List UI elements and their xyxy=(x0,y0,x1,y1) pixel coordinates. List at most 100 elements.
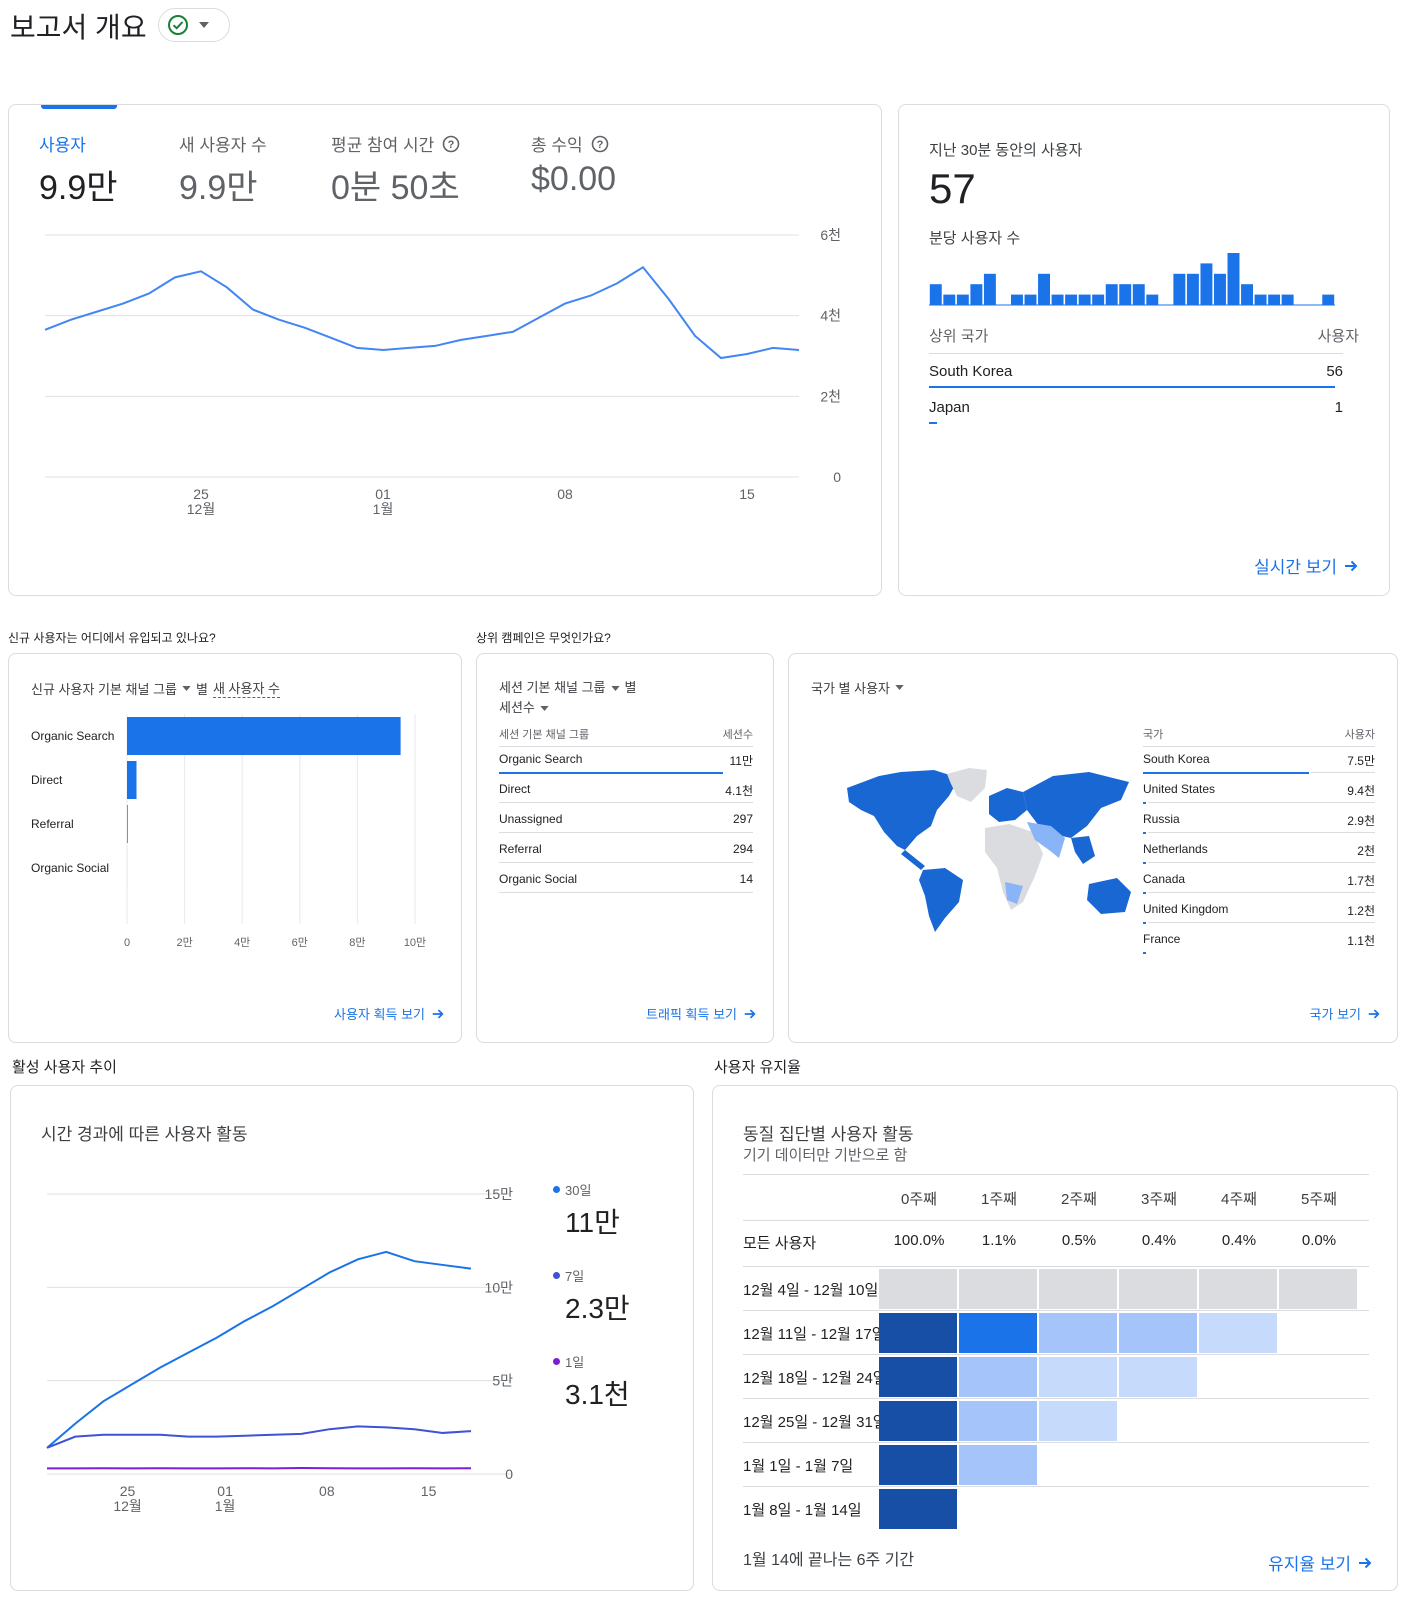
map-greenland xyxy=(947,768,987,802)
kpi-revenue[interactable]: 총 수익 ? $0.00 xyxy=(531,131,616,199)
realtime-row[interactable]: Japan 1 xyxy=(929,399,1343,424)
status-dropdown[interactable] xyxy=(158,8,230,42)
cohort-cell[interactable] xyxy=(1039,1357,1117,1397)
realtime-subtitle: 분당 사용자 수 xyxy=(929,230,1021,247)
caret-down-icon[interactable] xyxy=(182,685,191,691)
kpi-engagement-time[interactable]: 평균 참여 시간 ? 0분 50초 xyxy=(331,131,460,209)
minute-bar xyxy=(929,284,942,305)
series-line xyxy=(46,1425,472,1449)
cohort-row[interactable]: 12월 11일 - 12월 17일 xyxy=(743,1310,1369,1355)
minute-bar xyxy=(1186,273,1199,305)
channel-bar xyxy=(127,805,128,843)
cohort-cell[interactable] xyxy=(959,1357,1037,1397)
traffic-row[interactable]: Referral 294 xyxy=(499,842,753,856)
cohort-cell[interactable] xyxy=(959,1445,1037,1485)
y-tick-label: 0 xyxy=(833,469,841,485)
cohort-cell[interactable] xyxy=(1119,1269,1197,1309)
cohort-cell[interactable] xyxy=(1039,1269,1117,1309)
help-circle-icon[interactable]: ? xyxy=(442,135,460,153)
cohort-cell[interactable] xyxy=(879,1313,957,1353)
dimension-selector[interactable]: 신규 사용자 기본 채널 그룹 xyxy=(31,681,178,697)
cohort-cell[interactable] xyxy=(879,1445,957,1485)
cohort-row[interactable]: 1월 8일 - 1월 14일 xyxy=(743,1486,1369,1531)
cohort-cell[interactable] xyxy=(879,1357,957,1397)
cohort-cell[interactable] xyxy=(1279,1269,1357,1309)
country-row[interactable]: United States 9.4천 xyxy=(1143,782,1375,799)
help-circle-icon[interactable]: ? xyxy=(591,135,609,153)
cohort-cell[interactable] xyxy=(1039,1313,1117,1353)
map-se-asia xyxy=(1071,836,1095,864)
cohort-cell[interactable] xyxy=(1119,1357,1197,1397)
minute-bar xyxy=(983,273,996,305)
cohort-cell[interactable] xyxy=(1199,1269,1277,1309)
kpi-users[interactable]: 사용자 9.9만 xyxy=(39,131,118,209)
legend-label: 7일 xyxy=(565,1269,585,1284)
country-name: France xyxy=(1143,932,1181,946)
traffic-link[interactable]: 트래픽 획득 보기 xyxy=(646,1004,757,1023)
kpi-value: $0.00 xyxy=(531,160,617,198)
country-row[interactable]: France 1.1천 xyxy=(1143,932,1375,949)
divider xyxy=(743,1220,1369,1221)
country-name: United Kingdom xyxy=(1143,902,1229,916)
country-header: 국가 사용자 xyxy=(1143,729,1375,741)
caret-down-icon[interactable] xyxy=(610,685,620,691)
cohort-row[interactable]: 12월 4일 - 12월 10일 xyxy=(743,1266,1369,1311)
minute-bar xyxy=(1132,284,1145,305)
cohort-cell[interactable] xyxy=(959,1401,1037,1441)
traffic-row[interactable]: Direct 4.1천 xyxy=(499,782,753,799)
country-name: South Korea xyxy=(929,363,1013,380)
kpi-label: 새 사용자 수 xyxy=(179,136,267,155)
cohort-cell[interactable] xyxy=(879,1269,957,1309)
divider xyxy=(743,1174,1369,1175)
traffic-row[interactable]: Unassigned 297 xyxy=(499,812,753,826)
country-title[interactable]: 국가 별 사용자 xyxy=(811,678,904,697)
session-count: 4.1천 xyxy=(725,784,753,798)
minute-bar xyxy=(1227,253,1240,305)
country-row[interactable]: Netherlands 2천 xyxy=(1143,842,1375,859)
retention-link[interactable]: 유지율 보기 xyxy=(1268,1550,1373,1575)
share-bar xyxy=(929,386,1335,388)
traffic-row[interactable]: Organic Search 11만 xyxy=(499,752,753,769)
channel-name: Direct xyxy=(499,782,531,796)
cohort-cell[interactable] xyxy=(959,1313,1037,1353)
cohort-cell[interactable] xyxy=(1039,1401,1117,1441)
realtime-link[interactable]: 실시간 보기 xyxy=(1254,553,1359,578)
x-tick-sublabel: 1월 xyxy=(373,501,394,517)
traffic-row[interactable]: Organic Social 14 xyxy=(499,872,753,886)
country-row[interactable]: United Kingdom 1.2천 xyxy=(1143,902,1375,919)
kpi-new-users[interactable]: 새 사용자 수 9.9만 xyxy=(179,131,267,209)
x-tick-label: 0 xyxy=(124,937,130,949)
arrow-right-icon xyxy=(1368,1008,1380,1019)
realtime-row[interactable]: South Korea 56 xyxy=(929,363,1343,388)
country-row[interactable]: Russia 2.9천 xyxy=(1143,812,1375,829)
week-header: 3주째 xyxy=(1141,1191,1177,1208)
cohort-cell[interactable] xyxy=(879,1489,957,1529)
retention-value: 1.1% xyxy=(981,1232,1017,1249)
cohort-cell[interactable] xyxy=(1119,1313,1197,1353)
metric-selector[interactable]: 세션수 xyxy=(499,700,535,715)
minute-bar xyxy=(1322,294,1335,305)
country-row[interactable]: South Korea 7.5만 xyxy=(1143,752,1375,769)
x-tick-label: 10만 xyxy=(404,936,426,949)
cohort-cell[interactable] xyxy=(1199,1313,1277,1353)
kpi-label: 평균 참여 시간 xyxy=(331,136,435,155)
country-row[interactable]: Canada 1.7천 xyxy=(1143,872,1375,889)
cohort-cell[interactable] xyxy=(879,1401,957,1441)
cohort-row[interactable]: 12월 25일 - 12월 31일 xyxy=(743,1398,1369,1443)
dimension-selector[interactable]: 세션 기본 채널 그룹 xyxy=(499,680,606,695)
page-title: 보고서 개요 xyxy=(10,12,147,43)
world-map[interactable] xyxy=(839,766,1139,936)
x-tick-sublabel: 12월 xyxy=(113,1498,141,1514)
minute-bar xyxy=(970,284,983,305)
cohort-row[interactable]: 12월 18일 - 12월 24일 xyxy=(743,1354,1369,1399)
country-link[interactable]: 국가 보기 xyxy=(1310,1004,1381,1023)
legend-value: 3.1천 xyxy=(565,1379,630,1410)
minute-bar xyxy=(1214,273,1226,305)
acquisition-link[interactable]: 사용자 획득 보기 xyxy=(334,1004,445,1023)
realtime-title: 지난 30분 동안의 사용자 xyxy=(929,142,1083,159)
cohort-row[interactable]: 1월 1일 - 1월 7일 xyxy=(743,1442,1369,1487)
realtime-col-users: 사용자 xyxy=(1317,328,1359,345)
caret-down-icon[interactable] xyxy=(540,705,549,711)
cohort-cell[interactable] xyxy=(959,1269,1037,1309)
metric-label[interactable]: 새 사용자 수 xyxy=(212,678,281,698)
